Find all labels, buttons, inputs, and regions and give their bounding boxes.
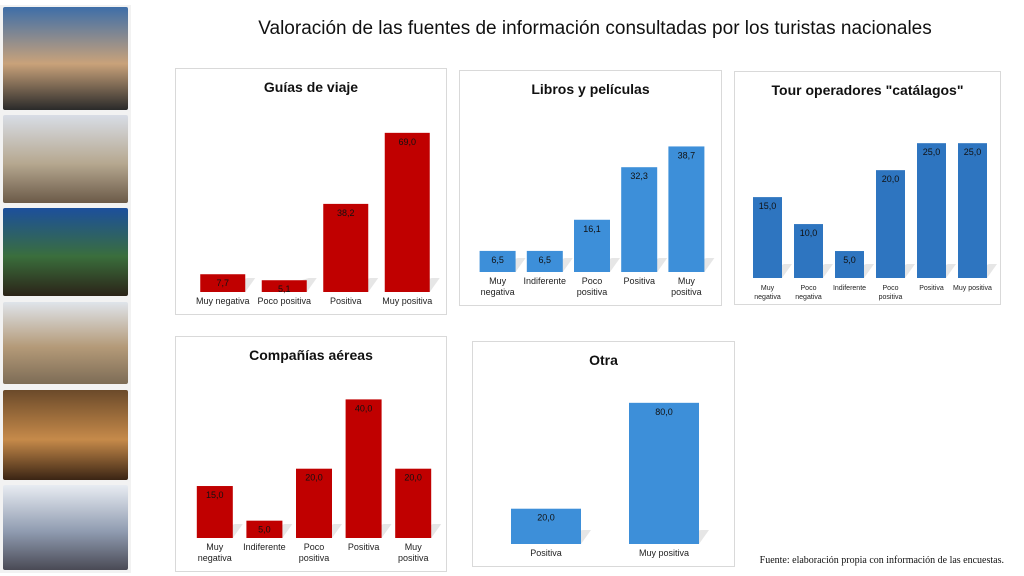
category-label: Positiva [919, 285, 944, 292]
data-label: 6,5 [539, 255, 552, 265]
data-label: 80,0 [655, 407, 673, 417]
category-label: positiva [671, 287, 702, 297]
chart-title: Libros y películas [531, 81, 650, 97]
category-label: Muy [405, 542, 423, 552]
bar [876, 170, 905, 278]
bar [629, 402, 699, 544]
bar [345, 399, 382, 538]
bar [958, 143, 987, 278]
data-label: 20,0 [882, 174, 900, 184]
category-label: Indiferente [243, 542, 286, 552]
bar [200, 274, 246, 292]
chart-svg: 15,0 Muy negativa 10,0 Poco negativa 5,0 Indife… [753, 143, 997, 301]
data-label: 5,1 [278, 284, 291, 294]
bar [621, 167, 658, 272]
data-label: 25,0 [923, 147, 941, 157]
category-label: Poco [304, 542, 325, 552]
photo-hotel-room-icon [3, 390, 128, 480]
bar [384, 132, 430, 292]
chart-title: Tour operadores "catálagos" [771, 82, 964, 98]
category-label: Positiva [623, 276, 655, 286]
category-label: positiva [299, 553, 330, 563]
category-label: Muy [206, 542, 224, 552]
category-label: positiva [879, 294, 903, 301]
data-label: 15,0 [206, 490, 224, 500]
bar [753, 197, 782, 278]
bar [196, 486, 233, 538]
photo-strip [0, 5, 131, 573]
chart-svg: 15,0Muynegativa5,0Indiferente20,0Pocopos… [196, 399, 442, 563]
category-label: negativa [754, 294, 781, 301]
category-label: Poco [883, 285, 899, 292]
bar [794, 224, 823, 278]
chart-panel-otra: Otra 20,0 Positiva 80,0 Muy positiva [472, 341, 735, 567]
category-label: positiva [577, 287, 608, 297]
bar [246, 520, 283, 538]
photo-church-plaza-icon [3, 302, 128, 384]
data-label: 69,0 [398, 137, 416, 147]
data-label: 38,2 [337, 208, 355, 218]
chart-panel-tour: Tour operadores "catálagos" 15,0 Muy negat… [734, 71, 1001, 305]
bar [296, 468, 332, 538]
bar [261, 280, 307, 292]
data-label: 32,3 [630, 171, 648, 181]
chart-svg: 6,5Muynegativa6,5Indiferente16,1Pocoposi… [479, 146, 715, 297]
category-label: Positiva [348, 542, 380, 552]
category-label: Muy [489, 276, 507, 286]
data-label: 20,0 [537, 513, 555, 523]
category-label: Muy positiva [639, 548, 689, 558]
bar [526, 250, 563, 272]
chart-svg: 7,7 Muy negativa 5,1 Poco positiva 38,2 Posit… [196, 132, 440, 306]
chart-svg: 20,0 Positiva 80,0 Muy positiva [511, 402, 709, 558]
source-note: Fuente: elaboración propia con informaci… [759, 555, 1004, 566]
data-label: 20,0 [404, 473, 422, 483]
category-label: Muy [678, 276, 696, 286]
data-label: 15,0 [759, 201, 777, 211]
category-label: Poco [801, 285, 817, 292]
category-label: Poco [582, 276, 603, 286]
data-label: 38,7 [678, 150, 696, 160]
data-label: 7,7 [216, 278, 229, 288]
category-label: Positiva [330, 296, 362, 306]
chart-panel-libros: Libros y películas 6,5 Muy negativa 6,5 Indi… [459, 70, 722, 306]
chart-title: Guías de viaje [263, 79, 359, 95]
bar [917, 143, 946, 278]
photo-market-crowd-icon [3, 485, 128, 570]
category-label: Indiferente [833, 285, 866, 292]
chart-panel-aereas: Compañías aéreas 15,0 Muy negativa 5,0 Indif… [175, 336, 447, 572]
category-label: negativa [198, 553, 232, 563]
category-label: Muy positiva [953, 285, 992, 292]
bar [395, 468, 432, 538]
photo-street-crowd-icon [3, 115, 128, 203]
category-label: Muy negativa [196, 296, 250, 306]
chart-panel-guias: Guías de viaje 7,7 Muy negativa 5,1 Poco po… [175, 68, 447, 315]
bar [668, 146, 705, 272]
data-label: 5,0 [843, 255, 856, 265]
bar [479, 250, 516, 272]
category-label: positiva [398, 553, 429, 563]
photo-terrace-night-icon [3, 208, 128, 296]
bar [323, 203, 369, 292]
bar [835, 251, 864, 278]
data-label: 5,0 [258, 525, 271, 535]
chart-title: Compañías aéreas [249, 347, 373, 363]
category-label: negativa [795, 294, 822, 301]
data-label: 20,0 [305, 473, 323, 483]
bar [574, 219, 610, 272]
bar [511, 508, 581, 544]
data-label: 10,0 [800, 228, 818, 238]
category-label: Indiferente [524, 276, 567, 286]
category-label: Positiva [530, 548, 562, 558]
category-label: Poco positiva [257, 296, 311, 306]
data-label: 25,0 [964, 147, 982, 157]
data-label: 6,5 [491, 255, 504, 265]
page-title: Valoración de las fuentes de información… [258, 18, 932, 39]
chart-title: Otra [589, 352, 618, 368]
photo-couple-pool-icon [3, 7, 128, 110]
category-label: Muy positiva [382, 296, 432, 306]
data-label: 40,0 [355, 403, 373, 413]
category-label: Muy [761, 285, 775, 292]
data-label: 16,1 [583, 224, 601, 234]
category-label: negativa [481, 287, 515, 297]
